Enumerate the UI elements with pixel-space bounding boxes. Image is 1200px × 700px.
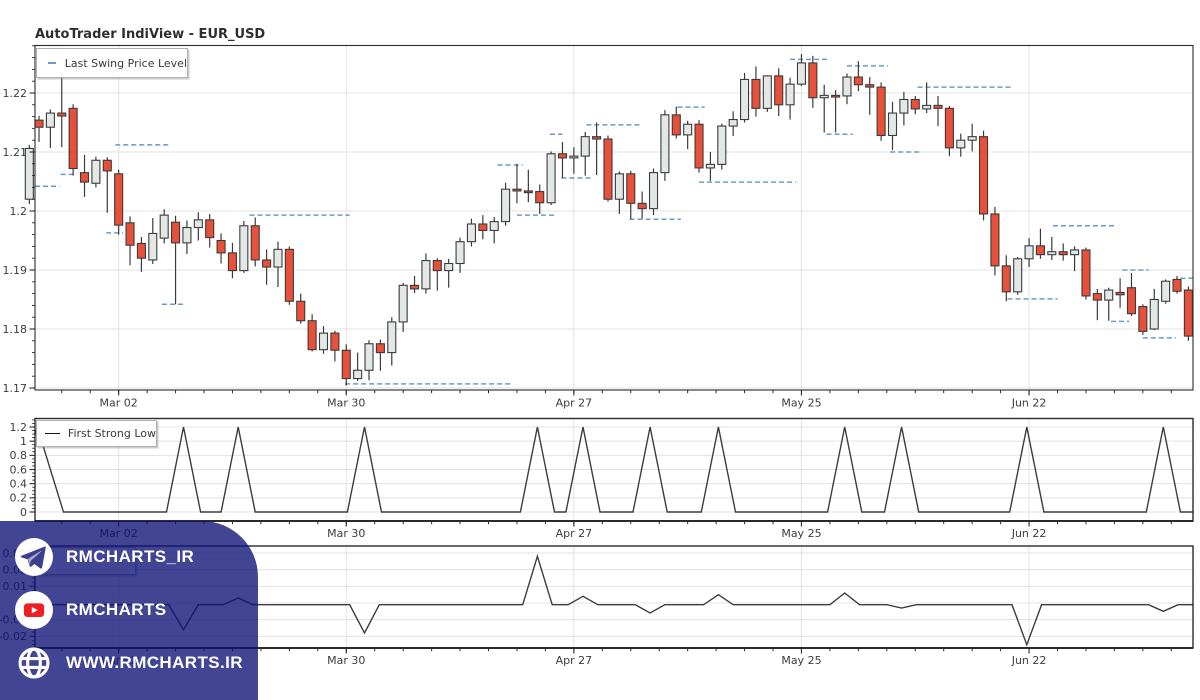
svg-text:1.17: 1.17: [3, 382, 28, 395]
svg-text:Apr 27: Apr 27: [556, 527, 593, 540]
watermark-youtube-label: RMCHARTS: [66, 600, 167, 619]
watermark-telegram-link[interactable]: RMCHARTS_IR: [15, 538, 258, 576]
svg-text:1.18: 1.18: [3, 323, 28, 336]
svg-text:0.8: 0.8: [10, 449, 28, 462]
svg-text:Jun 22: Jun 22: [1011, 397, 1047, 410]
svg-text:1.19: 1.19: [3, 264, 28, 277]
svg-text:0.4: 0.4: [10, 477, 28, 490]
svg-text:Apr 27: Apr 27: [556, 397, 593, 410]
svg-text:1.2: 1.2: [10, 205, 28, 218]
svg-text:0.6: 0.6: [10, 463, 28, 476]
watermark-website-link[interactable]: WWW.RMCHARTS.IR: [15, 644, 258, 682]
first-strong-low-legend: First Strong Low: [36, 420, 157, 447]
svg-text:1.2: 1.2: [10, 421, 28, 434]
svg-text:1: 1: [20, 435, 27, 448]
price-chart-legend-label: Last Swing Price Level: [64, 56, 187, 70]
globe-icon: [15, 644, 53, 682]
svg-text:May 25: May 25: [781, 527, 821, 540]
svg-text:0: 0: [20, 506, 27, 519]
telegram-icon: [15, 538, 53, 576]
svg-text:Apr 27: Apr 27: [556, 654, 593, 667]
page-title: AutoTrader IndiView - EUR_USD: [35, 27, 266, 42]
svg-text:0.2: 0.2: [10, 492, 28, 505]
line-legend-marker-icon: [45, 433, 60, 434]
svg-text:Mar 30: Mar 30: [327, 527, 365, 540]
svg-text:1.22: 1.22: [3, 87, 28, 100]
svg-text:May 25: May 25: [781, 397, 821, 410]
watermark-youtube-link[interactable]: RMCHARTS: [15, 591, 258, 629]
watermark-panel: RMCHARTS_IR RMCHARTS: [0, 521, 258, 700]
svg-text:May 25: May 25: [781, 654, 821, 667]
first-strong-low-legend-label: First Strong Low: [67, 427, 156, 440]
svg-text:Mar 02: Mar 02: [100, 397, 138, 410]
watermark-website-label: WWW.RMCHARTS.IR: [66, 653, 243, 672]
price-chart-legend: Last Swing Price Level: [36, 48, 188, 78]
svg-text:Mar 30: Mar 30: [327, 397, 365, 410]
svg-text:Mar 30: Mar 30: [327, 654, 365, 667]
svg-text:1.21: 1.21: [3, 146, 28, 159]
svg-text:Jun 22: Jun 22: [1011, 527, 1047, 540]
swing-level-legend-marker-icon: [48, 62, 56, 64]
watermark-telegram-label: RMCHARTS_IR: [66, 547, 195, 566]
svg-text:Jun 22: Jun 22: [1011, 654, 1047, 667]
youtube-icon: [15, 591, 53, 629]
